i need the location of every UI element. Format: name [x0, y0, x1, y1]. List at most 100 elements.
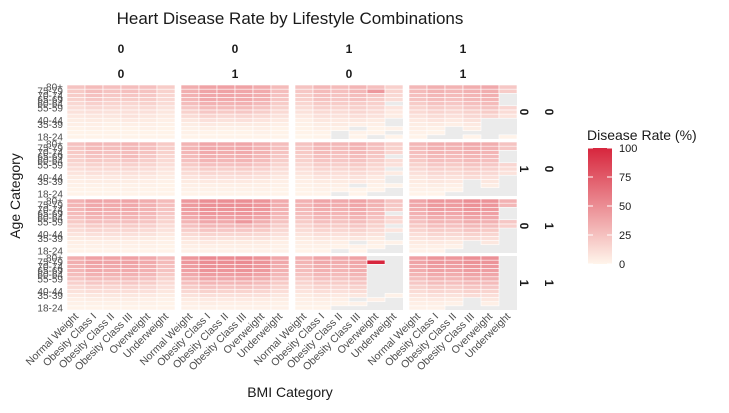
- heatmap-tile: [120, 280, 140, 286]
- heatmap-tile: [84, 288, 104, 294]
- heatmap-tile: [84, 236, 104, 241]
- heatmap-tile: [234, 166, 254, 172]
- heatmap-tile: [66, 293, 86, 298]
- heatmap-tile: [216, 305, 236, 311]
- heatmap-tile: [102, 305, 122, 311]
- y-tick-label: 75-79: [37, 87, 63, 98]
- heatmap-tile: [312, 248, 332, 254]
- heatmap-tile: [252, 236, 272, 241]
- heatmap-tile: [294, 170, 314, 176]
- heatmap-tile: [444, 166, 464, 172]
- heatmap-tile: [444, 150, 464, 155]
- heatmap-tile: [312, 293, 332, 298]
- heatmap-tile: [138, 276, 158, 282]
- heatmap-tile: [84, 223, 104, 229]
- heatmap-tile: [330, 264, 350, 269]
- heatmap-tile: [348, 154, 368, 159]
- heatmap-tile: [66, 305, 86, 311]
- heatmap-tile: [102, 179, 122, 184]
- heatmap-tile: [312, 130, 332, 136]
- heatmap-tile: [294, 93, 314, 98]
- heatmap-tile: [366, 122, 386, 127]
- heatmap-tile: [234, 215, 254, 221]
- heatmap-tile: [498, 170, 518, 176]
- heatmap-tile: [294, 202, 314, 208]
- heatmap-tile: [384, 240, 404, 245]
- y-tick-label: 60-64: [37, 270, 63, 281]
- heatmap-tile: [294, 288, 314, 294]
- heatmap-tile: [216, 126, 236, 131]
- heatmap-tile: [384, 105, 404, 111]
- heatmap-tile: [444, 276, 464, 282]
- heatmap-tile: [480, 219, 500, 225]
- heatmap-tile: [366, 93, 386, 98]
- heatmap-tile: [462, 84, 482, 90]
- heatmap-tile: [444, 88, 464, 94]
- heatmap-tile: [180, 276, 200, 282]
- heatmap-tile: [120, 117, 140, 123]
- heatmap-tile: [198, 134, 218, 140]
- heatmap-tile: [180, 215, 200, 221]
- heatmap-tile: [198, 288, 218, 294]
- heatmap-tile: [102, 198, 122, 204]
- heatmap-tile: [480, 211, 500, 216]
- heatmap-tile: [384, 183, 404, 188]
- heatmap-tile: [180, 166, 200, 172]
- heatmap-tile: [312, 145, 332, 151]
- heatmap-tile: [216, 101, 236, 107]
- heatmap-tile: [462, 207, 482, 212]
- column-strip-label-bottom: 0: [118, 67, 125, 81]
- heatmap-tile: [480, 101, 500, 107]
- heatmap-tile: [426, 93, 446, 98]
- heatmap-tile: [498, 223, 518, 229]
- heatmap-tile: [270, 259, 290, 265]
- heatmap-tile: [480, 179, 500, 184]
- heatmap-tile: [348, 141, 368, 147]
- heatmap-tile: [294, 248, 314, 254]
- heatmap-tile: [444, 113, 464, 119]
- heatmap-tile: [366, 183, 386, 188]
- heatmap-tile: [156, 231, 176, 237]
- heatmap-tile: [156, 134, 176, 140]
- heatmap-tile: [84, 170, 104, 176]
- heatmap-tile: [234, 248, 254, 254]
- heatmap-tile: [480, 223, 500, 229]
- heatmap-tile: [366, 244, 386, 250]
- heatmap-tile: [294, 227, 314, 233]
- heatmap-tile: [234, 198, 254, 204]
- heatmap-tile: [330, 113, 350, 119]
- heatmap-tile: [198, 174, 218, 180]
- heatmap-tile: [138, 187, 158, 193]
- heatmap-tile: [120, 240, 140, 245]
- heatmap-tile: [498, 105, 518, 111]
- heatmap-tile: [234, 145, 254, 151]
- heatmap-tile: [294, 259, 314, 265]
- heatmap-tile: [462, 288, 482, 294]
- heatmap-tile: [198, 145, 218, 151]
- heatmap-tile: [462, 174, 482, 180]
- y-tick-label: 35-39: [37, 234, 63, 245]
- heatmap-tile: [426, 219, 446, 225]
- column-strip-label-top: 1: [460, 42, 467, 56]
- heatmap-tile: [426, 162, 446, 168]
- heatmap-tile: [348, 93, 368, 98]
- heatmap-tile: [294, 158, 314, 164]
- heatmap-tile: [444, 105, 464, 111]
- heatmap-tile: [120, 109, 140, 115]
- heatmap-tile: [84, 276, 104, 282]
- heatmap-tile: [84, 215, 104, 221]
- heatmap-tile: [312, 198, 332, 204]
- heatmap-tile: [270, 227, 290, 233]
- heatmap-tile: [156, 170, 176, 176]
- heatmap-tile: [138, 240, 158, 245]
- heatmap-tile: [252, 223, 272, 229]
- heatmap-tile: [156, 117, 176, 123]
- heatmap-tile: [156, 259, 176, 265]
- heatmap-tile: [252, 198, 272, 204]
- heatmap-tile: [216, 174, 236, 180]
- heatmap-tile: [84, 84, 104, 90]
- heatmap-tile: [294, 215, 314, 221]
- heatmap-tile: [366, 236, 386, 241]
- heatmap-tile: [330, 166, 350, 172]
- heatmap-tile: [408, 276, 428, 282]
